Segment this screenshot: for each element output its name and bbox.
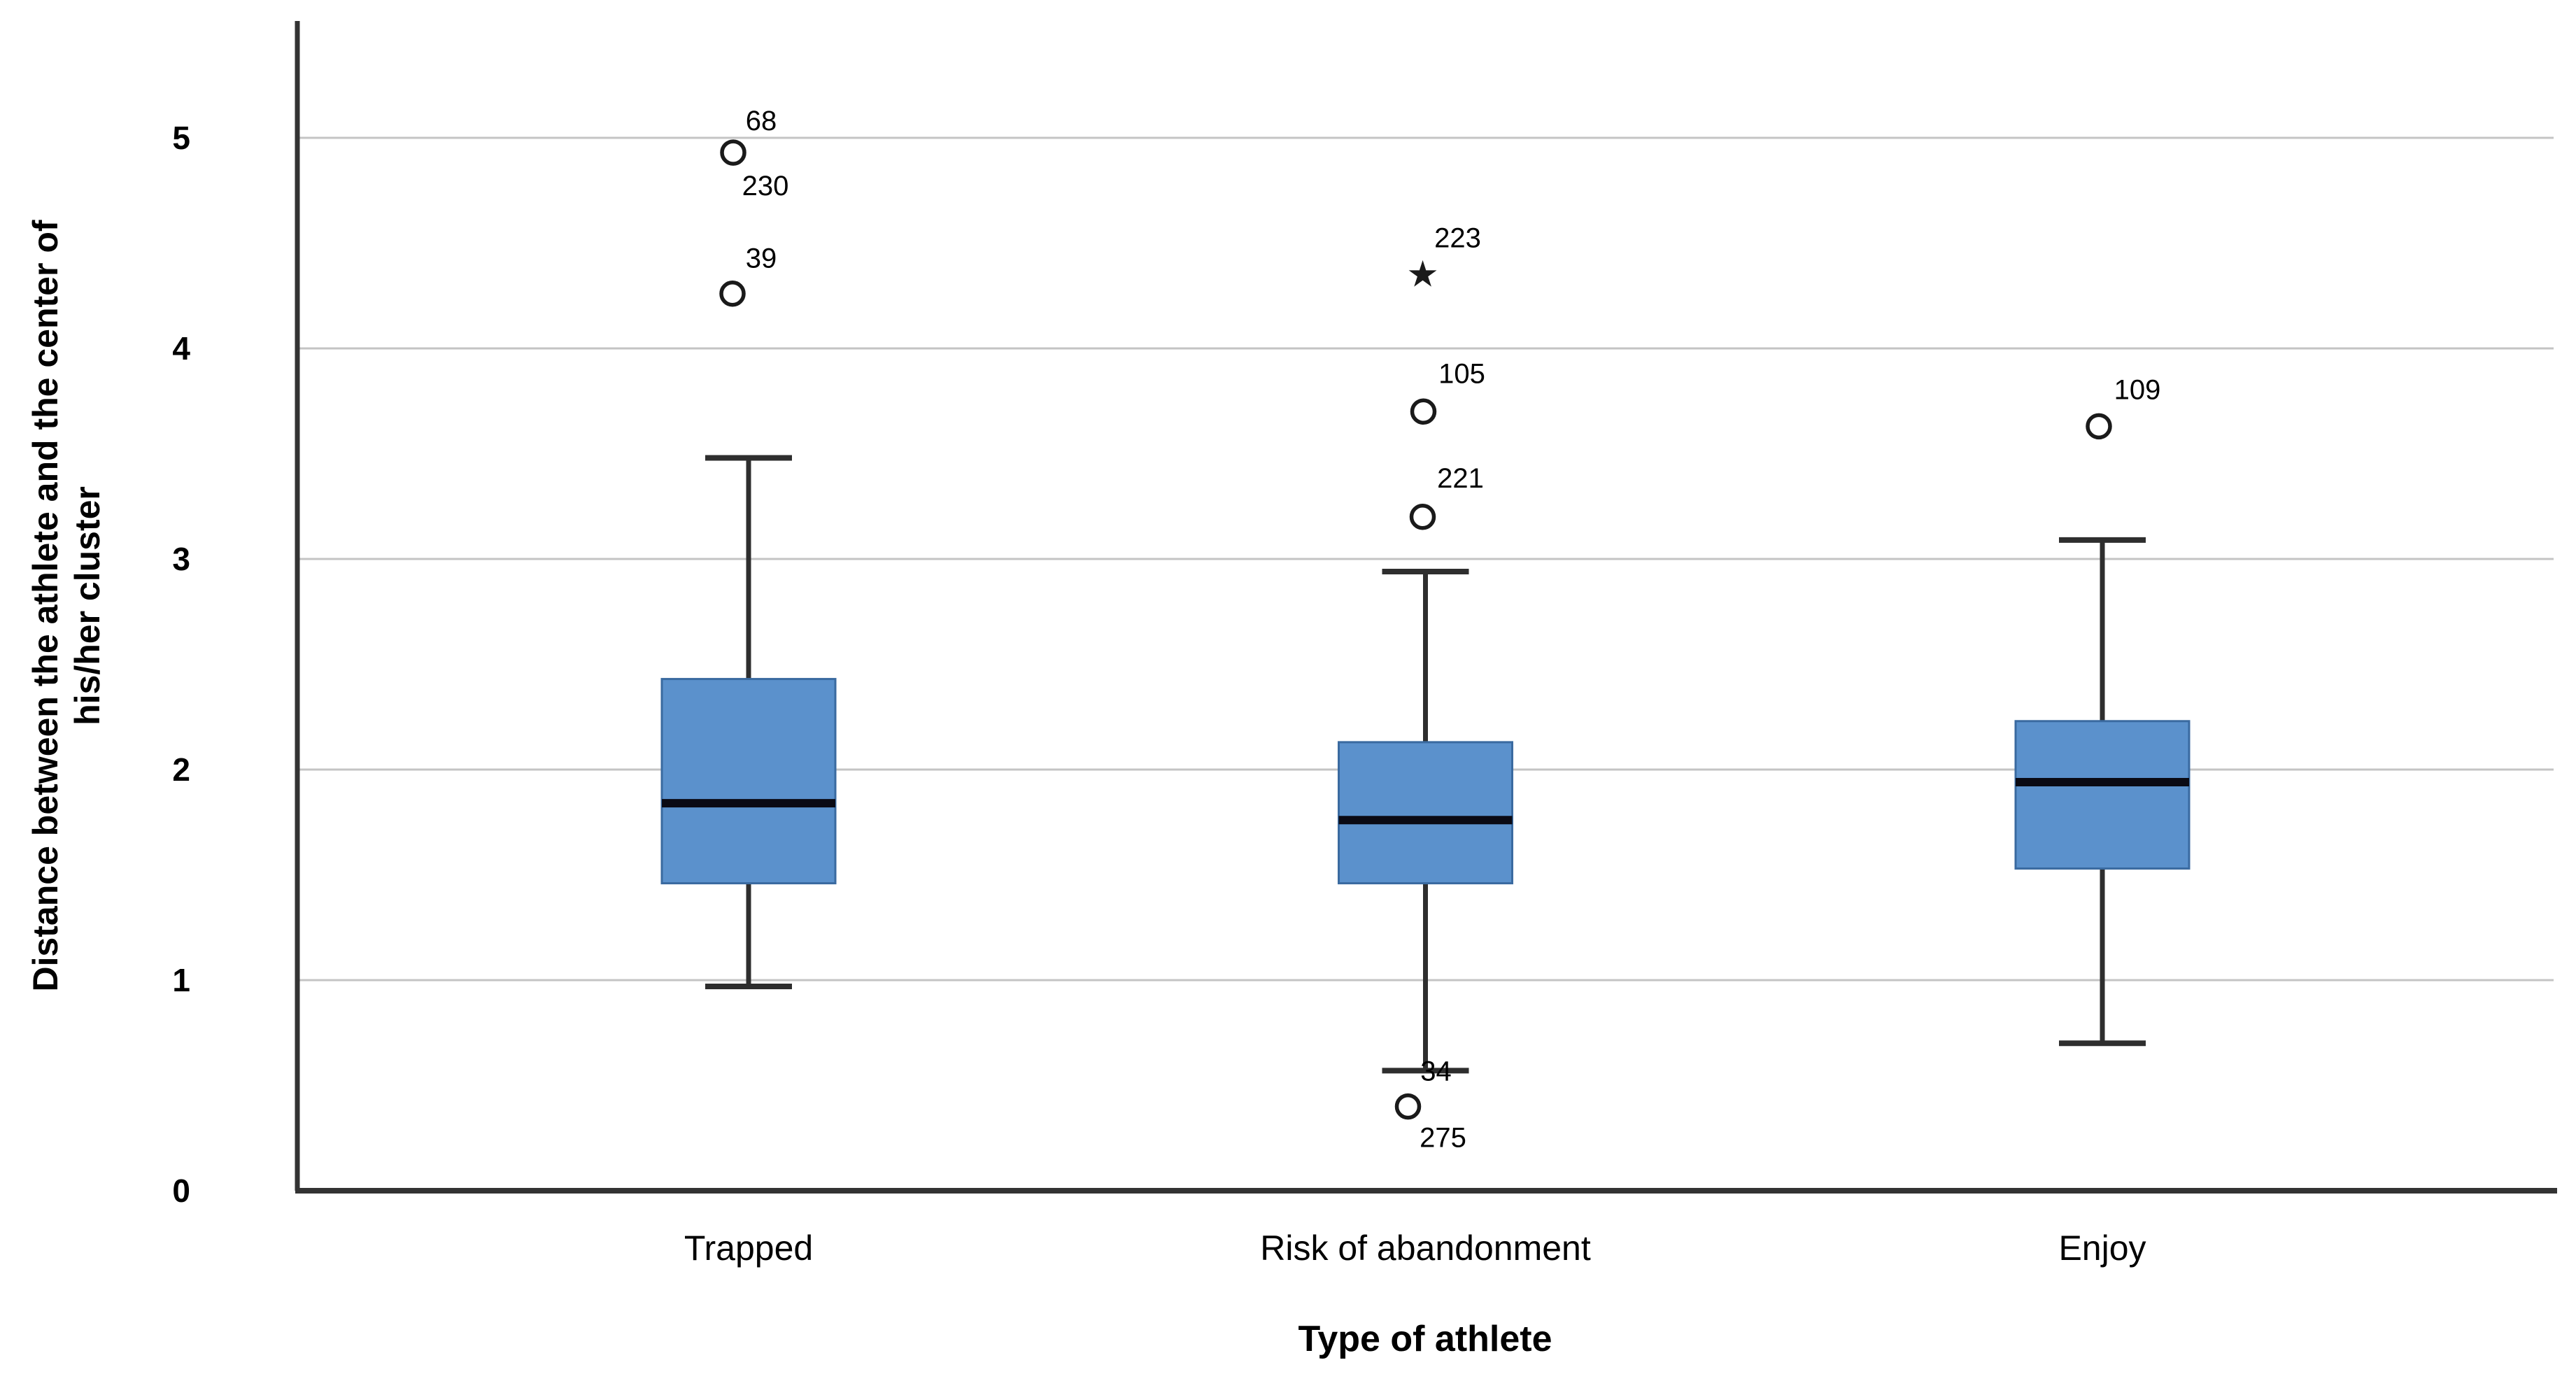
series-2-outlier-1-label: 223 <box>1434 223 1481 254</box>
y-axis-title-line1: Distance between the athlete and the cen… <box>26 220 65 992</box>
y-axis-title-line2: his/her cluster <box>68 486 107 725</box>
x-axis-title: Type of athlete <box>1298 1319 1552 1359</box>
series-2-outlier-2-circle-marker <box>1410 398 1437 425</box>
y-tick-label-5: 5 <box>172 120 190 156</box>
y-axis-title: Distance between the athlete and the cen… <box>24 21 115 1191</box>
y-tick-label-2: 2 <box>172 751 190 788</box>
x-category-label-3: Enjoy <box>2058 1228 2146 1268</box>
y-tick-label-0: 0 <box>172 1173 190 1209</box>
series-1-outlier-2-label: 39 <box>746 243 777 274</box>
series-1-outlier-1-label: 68 <box>746 106 777 136</box>
series-2-outlier-3-circle-marker <box>1409 504 1436 530</box>
y-tick-label-4: 4 <box>172 330 190 367</box>
series-1-box <box>660 678 837 885</box>
series-2-outlier-2-label: 105 <box>1438 358 1485 389</box>
series-2-outlier-1-star-marker: ★ <box>1406 254 1439 296</box>
series-3-box <box>2014 720 2191 870</box>
series-2-outlier-3-label: 221 <box>1437 463 1484 494</box>
series-3-outlier-1-label: 109 <box>2114 374 2161 405</box>
series-1-outlier-1-label: 230 <box>742 171 789 201</box>
x-category-label-2: Risk of abandonment <box>1260 1228 1591 1268</box>
series-2-outlier-4-circle-marker <box>1394 1093 1422 1120</box>
series-3-outlier-1-circle-marker <box>2086 413 2112 440</box>
series-2-box <box>1338 741 1513 885</box>
series-1-outlier-2-circle-marker <box>719 280 746 307</box>
y-tick-label-3: 3 <box>172 541 190 577</box>
y-tick-label-1: 1 <box>172 962 190 998</box>
series-2-outlier-4-label: 34 <box>1420 1056 1452 1087</box>
x-category-label-1: Trapped <box>684 1228 813 1268</box>
series-1-outlier-1-circle-marker <box>720 139 746 166</box>
series-2-outlier-4-label: 275 <box>1420 1123 1466 1154</box>
